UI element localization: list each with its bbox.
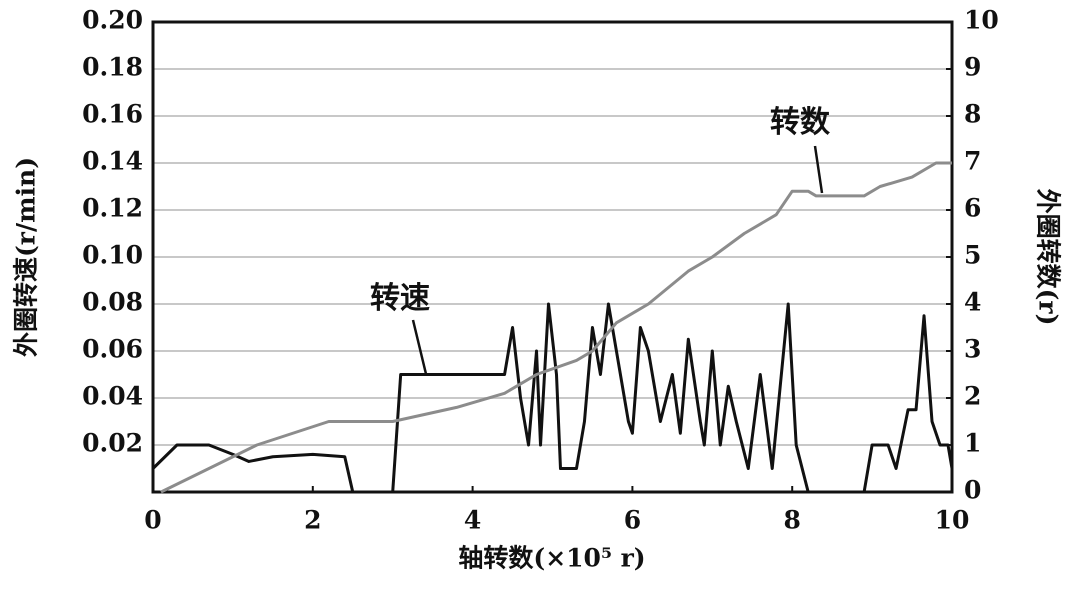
y2-tick-label: 3 [964, 335, 981, 364]
y-tick-label: 0.18 [82, 53, 143, 82]
y2-tick-label: 6 [964, 194, 981, 223]
x-tick-label: 6 [624, 506, 641, 535]
plot-frame [151, 20, 954, 494]
y2-tick-label: 0 [964, 476, 981, 505]
y-tick-label: 0.10 [82, 241, 143, 270]
y2-tick-label: 7 [964, 147, 981, 176]
y2-tick-label: 4 [964, 288, 981, 317]
y-tick-label: 0.06 [82, 335, 143, 364]
y-axis-label: 外圈转速(r/min) [12, 157, 41, 357]
y2-tick-label: 1 [964, 429, 981, 458]
series-line [151, 302, 954, 494]
annotation-leader [813, 145, 824, 194]
y-tick-label: 0.20 [82, 6, 143, 35]
y2-tick-label: 10 [964, 6, 999, 35]
y-tick-label: 0.14 [82, 147, 143, 176]
x-tick-label: 8 [783, 506, 800, 535]
series-line [160, 161, 952, 494]
y2-tick-label: 8 [964, 100, 981, 129]
y2-tick-label: 5 [964, 241, 981, 270]
y-tick-label: 0.12 [82, 194, 143, 223]
x-tick-label: 2 [304, 506, 321, 535]
y-tick-label: 0.16 [82, 100, 143, 129]
y2-tick-label: 9 [964, 53, 981, 82]
series-annotation: 转速 [370, 281, 430, 316]
x-tick-label: 0 [144, 506, 161, 535]
x-tick-label: 4 [464, 506, 481, 535]
series-annotation: 转数 [770, 105, 831, 140]
y-tick-label: 0.02 [82, 429, 143, 458]
y2-tick-label: 2 [964, 382, 981, 411]
y-tick-label: 0.08 [82, 288, 143, 317]
y2-axis-label: 外圈转数(r) [1034, 189, 1063, 326]
x-axis-label: 轴转数(×10⁵ r) [458, 544, 645, 573]
annotation-leader [411, 319, 428, 375]
x-tick-label: 10 [935, 506, 970, 535]
y-tick-label: 0.04 [82, 382, 143, 411]
